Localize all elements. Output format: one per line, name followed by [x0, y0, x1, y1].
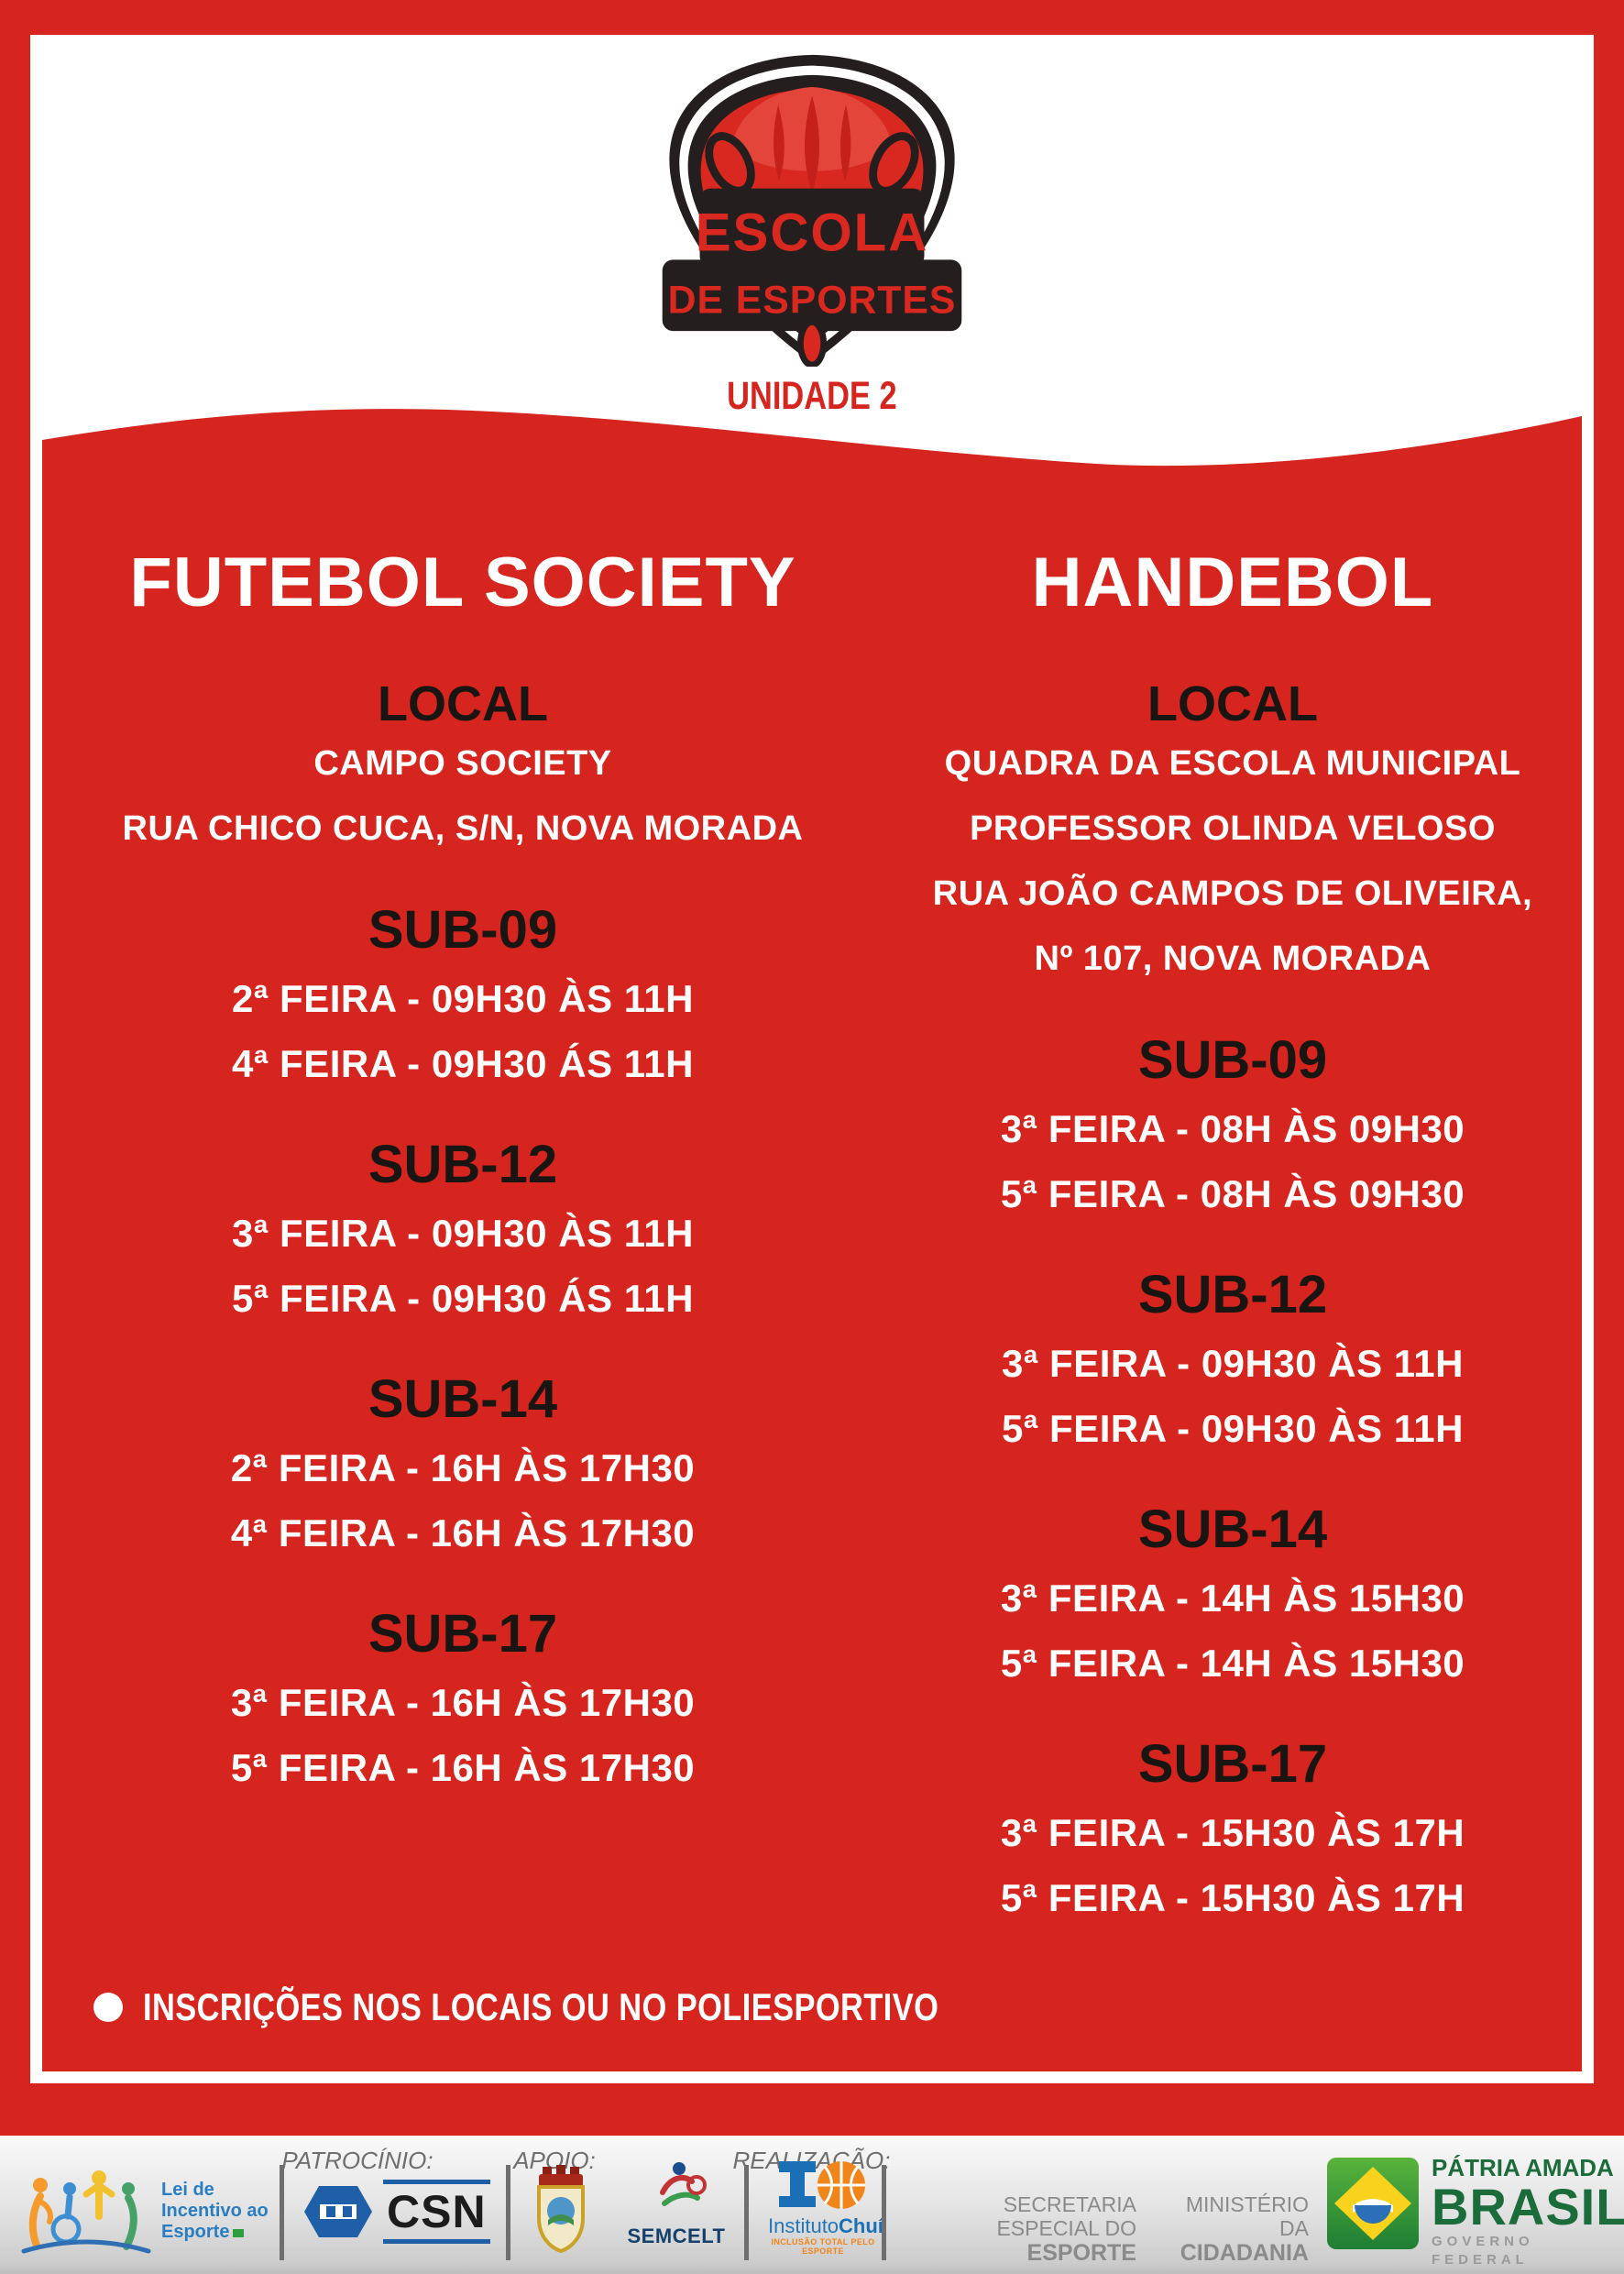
- shield-logo-icon: ESCOLA DE ESPORTES: [662, 54, 962, 368]
- instituto-chui-logo: InstitutoChuí INCLUSÃO TOTAL PELO ESPORT…: [768, 2158, 883, 2256]
- local-heading: LOCAL: [378, 676, 548, 731]
- secretaria-esporte-text: SECRETARIA ESPECIAL DO ESPORTE: [996, 2192, 1136, 2266]
- bullet-icon: [93, 1993, 123, 2022]
- schedule-line: 4ª FEIRA - 09H30 ÁS 11H: [231, 1042, 694, 1085]
- logo-text-line1: ESCOLA: [696, 203, 929, 263]
- age-group-name: SUB-14: [368, 1369, 558, 1429]
- apoio-label: APOIO:: [513, 2147, 596, 2174]
- age-group-name: SUB-17: [1137, 1734, 1328, 1794]
- instituto-chui-tagline: INCLUSÃO TOTAL PELO ESPORTE: [771, 2237, 875, 2256]
- escola-de-esportes-logo: ESCOLA DE ESPORTES UNIDADE 2: [638, 49, 986, 418]
- footer-divider: [882, 2165, 886, 2260]
- schedule-line: 2ª FEIRA - 16H ÀS 17H30: [230, 1446, 696, 1489]
- footer-divider: [744, 2165, 749, 2260]
- age-group-name: SUB-12: [368, 1135, 558, 1194]
- address-line: QUADRA DA ESCOLA MUNICIPAL: [944, 744, 1521, 783]
- semcelt-logo: SEMCELT: [612, 2161, 741, 2248]
- governo-federal-flag-icon: [1327, 2158, 1419, 2254]
- instituto-chui-wordmark: InstitutoChuí: [768, 2214, 883, 2237]
- local-heading: LOCAL: [1147, 676, 1318, 731]
- semcelt-wordmark: SEMCELT: [627, 2225, 726, 2247]
- age-group: SUB-12 3ª FEIRA - 09H30 ÀS 11H 5ª FEIRA …: [78, 1135, 848, 1331]
- age-group-name: SUB-14: [1137, 1500, 1328, 1559]
- note-text: INSCRIÇÕES NOS LOCAIS OU NO POLIESPORTIV…: [143, 1985, 939, 2028]
- columns: FUTEBOL SOCIETY LOCAL CAMPO SOCIETY RUA …: [78, 513, 1618, 1930]
- unit-label: UNIDADE 2: [727, 374, 897, 418]
- wave-divider: [42, 409, 1582, 513]
- schedule-line: 5ª FEIRA - 16H ÀS 17H30: [230, 1746, 696, 1789]
- csn-emblem-icon: [304, 2186, 372, 2237]
- schedule-panel: FUTEBOL SOCIETY LOCAL CAMPO SOCIETY RUA …: [42, 513, 1582, 2071]
- schedule-line: 3ª FEIRA - 16H ÀS 17H30: [230, 1681, 696, 1724]
- sport-title: FUTEBOL SOCIETY: [129, 544, 796, 621]
- address-line: RUA CHICO CUCA, S/N, NOVA MORADA: [122, 809, 804, 848]
- age-group-name: SUB-12: [1137, 1265, 1328, 1324]
- csn-logo: CSN: [304, 2180, 490, 2244]
- age-group-name: SUB-09: [1137, 1030, 1328, 1090]
- schedule-line: 3ª FEIRA - 15H30 ÀS 17H: [1000, 1811, 1465, 1854]
- sport-title: HANDEBOL: [1031, 544, 1434, 621]
- age-group: SUB-17 3ª FEIRA - 16H ÀS 17H30 5ª FEIRA …: [78, 1604, 848, 1800]
- address-line: RUA JOÃO CAMPOS DE OLIVEIRA,: [932, 874, 1533, 913]
- schedule-line: 5ª FEIRA - 08H ÀS 09H30: [1000, 1172, 1465, 1215]
- footer-divider: [280, 2165, 284, 2260]
- logo-text-line2: DE ESPORTES: [668, 279, 957, 323]
- city-crest-icon: [532, 2165, 590, 2258]
- brazil-flag-mini-icon: [233, 2229, 245, 2237]
- schedule-line: 3ª FEIRA - 09H30 ÀS 11H: [231, 1212, 694, 1255]
- age-group: SUB-17 3ª FEIRA - 15H30 ÀS 17H 5ª FEIRA …: [848, 1734, 1618, 1930]
- schedule-line: 5ª FEIRA - 15H30 ÀS 17H: [1000, 1876, 1465, 1919]
- column-futebol-society: FUTEBOL SOCIETY LOCAL CAMPO SOCIETY RUA …: [78, 513, 848, 1930]
- ministerio-cidadania-text: MINISTÉRIO DA CIDADANIA: [1180, 2192, 1309, 2266]
- schedule-line: 3ª FEIRA - 08H ÀS 09H30: [1000, 1107, 1465, 1150]
- patrocinio-label: PATROCÍNIO:: [281, 2147, 433, 2174]
- age-group: SUB-14 2ª FEIRA - 16H ÀS 17H30 4ª FEIRA …: [78, 1369, 848, 1565]
- schedule-line: 5ª FEIRA - 14H ÀS 15H30: [1000, 1642, 1465, 1685]
- column-handebol: HANDEBOL LOCAL QUADRA DA ESCOLA MUNICIPA…: [848, 513, 1618, 1930]
- address-line: CAMPO SOCIETY: [313, 744, 612, 783]
- patria-amada-brasil-text: PÁTRIA AMADA BRASIL GOVERNO FEDERAL: [1432, 2154, 1624, 2268]
- address-line: Nº 107, NOVA MORADA: [1034, 939, 1432, 978]
- schedule-line: 5ª FEIRA - 09H30 ÁS 11H: [231, 1277, 694, 1320]
- age-group-name: SUB-17: [368, 1604, 558, 1664]
- instituto-chui-icon: [779, 2161, 865, 2209]
- age-group: SUB-12 3ª FEIRA - 09H30 ÀS 11H 5ª FEIRA …: [848, 1265, 1618, 1461]
- schedule-line: 3ª FEIRA - 14H ÀS 15H30: [1000, 1576, 1465, 1620]
- age-group: SUB-14 3ª FEIRA - 14H ÀS 15H30 5ª FEIRA …: [848, 1500, 1618, 1696]
- lei-incentivo-text: Lei de Incentivo ao Esporte: [161, 2180, 269, 2242]
- sponsors-footer: PATROCÍNIO: APOIO: REALIZAÇÃO: Lei de: [0, 2136, 1624, 2274]
- schedule-line: 3ª FEIRA - 09H30 ÀS 11H: [1001, 1342, 1464, 1385]
- inscriptions-note: INSCRIÇÕES NOS LOCAIS OU NO POLIESPORTIV…: [93, 1985, 1114, 2029]
- schedule-line: 5ª FEIRA - 09H30 ÀS 11H: [1001, 1407, 1464, 1450]
- schedule-line: 4ª FEIRA - 16H ÀS 17H30: [230, 1511, 696, 1554]
- footer-divider: [506, 2165, 510, 2260]
- address-line: PROFESSOR OLINDA VELOSO: [970, 809, 1496, 848]
- header-panel: ESCOLA DE ESPORTES UNIDADE 2 FUTEBOL SOC…: [30, 35, 1594, 2083]
- age-group-name: SUB-09: [368, 900, 558, 960]
- csn-wordmark: CSN: [383, 2180, 490, 2244]
- lei-incentivo-esporte-icon: [16, 2159, 156, 2267]
- semcelt-figure-icon: [660, 2162, 707, 2206]
- age-group: SUB-09 3ª FEIRA - 08H ÀS 09H30 5ª FEIRA …: [848, 1030, 1618, 1226]
- age-group: SUB-09 2ª FEIRA - 09H30 ÀS 11H 4ª FEIRA …: [78, 900, 848, 1096]
- schedule-line: 2ª FEIRA - 09H30 ÀS 11H: [231, 977, 694, 1020]
